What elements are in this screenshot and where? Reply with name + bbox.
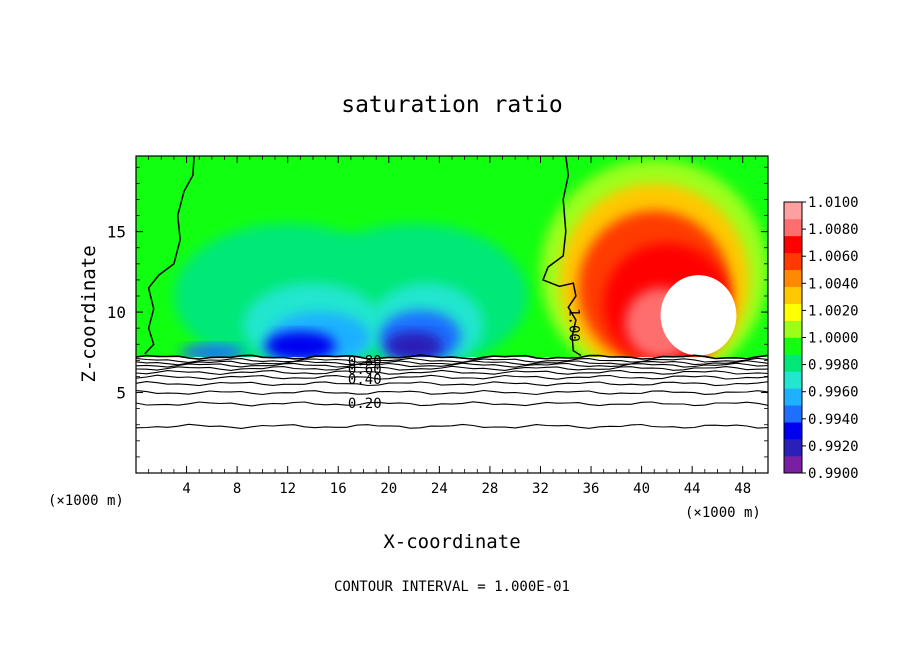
ground-contour-6: [136, 374, 768, 380]
x-tick-label-7: 32: [532, 481, 549, 497]
ground-contour-10: [136, 423, 768, 429]
colorbar-label-7: 0.9960: [808, 385, 859, 401]
colorbar-swatch-13: [784, 235, 802, 254]
moist-contour-1.00: [144, 156, 582, 357]
x-tick-label-5: 24: [431, 481, 448, 497]
x-unit-right: (×1000 m): [685, 505, 761, 521]
x-tick-label-6: 28: [481, 481, 498, 497]
y-axis-label: Z-coordinate: [78, 245, 100, 382]
x-tick-label-4: 20: [380, 481, 397, 497]
contour-label-1: 0.60: [348, 362, 382, 378]
ground-contour-lines: [136, 354, 768, 429]
colorbar-label-4: 1.0020: [808, 303, 859, 319]
ground-contour-1: [136, 357, 768, 363]
colorbar-swatch-5: [784, 371, 802, 389]
contour-labels: 0.800.600.40 0.20 1.00: [348, 308, 582, 412]
y-tick-label-0: 5: [116, 384, 126, 403]
saturation-field: [136, 156, 768, 473]
colorbar-swatch-3: [784, 405, 802, 423]
colorbar-swatch-6: [784, 354, 802, 372]
contour-label-3: 0.20: [348, 396, 382, 412]
ground-contour-4: [136, 365, 768, 371]
ground-contour-3: [136, 362, 768, 368]
colorbar-label-1: 1.0080: [808, 222, 859, 238]
x-tick-label-9: 40: [633, 481, 650, 497]
contour-label-4: 1.00: [566, 308, 582, 342]
field-region-7: [385, 331, 444, 361]
contour-label-2: 0.40: [348, 372, 382, 388]
contour-1.00-right: [542, 156, 582, 357]
ground-contour-7: [136, 381, 768, 387]
colorbar: 1.0100 1.0080 1.0060 1.0040 1.0020 1.0000 0.99…: [783, 195, 859, 482]
colorbar-label-10: 0.9900: [808, 466, 859, 482]
plot-area: [136, 156, 768, 473]
field-region-8: [180, 344, 244, 361]
contour-interval-footer: CONTOUR INTERVAL = 1.000E-01: [334, 579, 570, 595]
y-axis-ticks: 5 10 15: [107, 166, 768, 458]
x-unit-left: (×1000 m): [48, 493, 124, 509]
colorbar-label-6: 0.9980: [808, 358, 859, 374]
colorbar-swatch-7: [784, 337, 802, 355]
x-axis-ticks: 4 8 12 16 20 24 28 32 36 40 44 48: [148, 156, 756, 497]
x-axis-label: X-coordinate: [383, 531, 520, 553]
colorbar-swatch-8: [784, 320, 802, 338]
x-tick-label-0: 4: [182, 481, 190, 497]
chart-title: saturation ratio: [341, 92, 563, 118]
colorbar-swatch-14: [784, 218, 802, 237]
colorbar-label-0: 1.0100: [808, 195, 859, 211]
colorbar-swatch-11: [784, 269, 802, 287]
colorbar-swatch-0: [784, 456, 802, 474]
colorbar-swatch-1: [784, 439, 802, 457]
colorbar-label-5: 1.0000: [808, 331, 859, 347]
field-region-6: [264, 331, 336, 361]
ground-region: [136, 357, 768, 473]
x-tick-label-10: 44: [684, 481, 701, 497]
y-tick-label-1: 10: [107, 303, 126, 322]
colorbar-swatch-12: [784, 252, 802, 271]
contour-label-0: 0.80: [348, 353, 382, 369]
colorbar-label-8: 0.9940: [808, 412, 859, 428]
colorbar-label-3: 1.0040: [808, 276, 859, 292]
contour-1.00-left: [144, 156, 195, 355]
x-tick-label-11: 48: [734, 481, 751, 497]
colorbar-label-9: 0.9920: [808, 439, 859, 455]
x-tick-label-8: 36: [583, 481, 600, 497]
colorbar-swatch-10: [784, 286, 802, 304]
ground-contour-0: [136, 354, 768, 360]
colorbar-swatch-2: [784, 422, 802, 440]
colorbar-swatch-9: [784, 303, 802, 321]
colorbar-label-2: 1.0060: [808, 249, 859, 265]
field-region-white: [660, 275, 737, 356]
ground-contour-8: [136, 389, 768, 396]
ground-contour-5: [136, 369, 768, 376]
x-tick-label-2: 12: [279, 481, 296, 497]
y-tick-label-2: 15: [107, 223, 126, 242]
colorbar-swatch-15: [784, 202, 802, 220]
ground-contour-9: [136, 401, 768, 407]
colorbar-swatch-4: [784, 388, 802, 406]
x-tick-label-1: 8: [233, 481, 241, 497]
x-tick-label-3: 16: [330, 481, 347, 497]
ground-contour-2: [136, 360, 768, 366]
